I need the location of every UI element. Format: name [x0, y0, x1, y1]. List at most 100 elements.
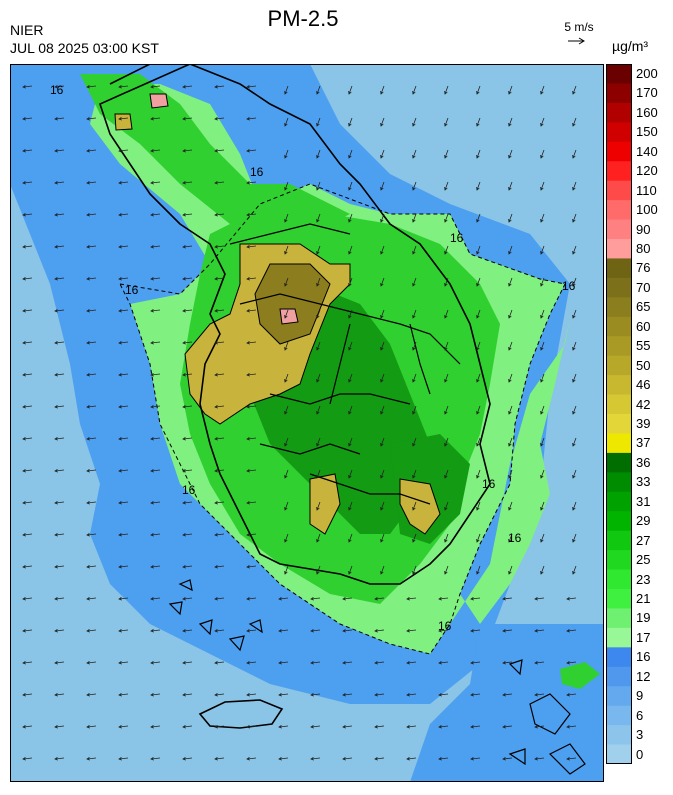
wind-arrow-icon: [316, 149, 321, 159]
wind-arrow-icon: [150, 404, 161, 409]
wind-arrow-icon: [150, 500, 161, 505]
wind-arrow-icon: [502, 628, 513, 633]
wind-arrow-icon: [316, 533, 321, 543]
wind-arrow-icon: [508, 533, 513, 543]
wind-arrow-icon: [150, 596, 161, 601]
colorbar-swatch: [606, 414, 632, 434]
wind-arrow-icon: [374, 756, 385, 761]
colorbar-swatch: [606, 452, 632, 473]
wind-arrow-icon: [86, 180, 97, 185]
wind-arrow-icon: [214, 180, 225, 185]
wind-arrow-icon: [284, 309, 289, 319]
wind-arrow-icon: [348, 501, 353, 511]
wind-arrow-icon: [380, 213, 385, 223]
wind-arrow-icon: [444, 245, 449, 255]
wind-arrow-icon: [284, 245, 289, 255]
wind-arrow-icon: [54, 468, 65, 473]
wind-arrow-icon: [342, 724, 353, 729]
wind-arrow-icon: [284, 213, 289, 223]
wind-arrow-icon: [118, 596, 129, 601]
wind-arrow-icon: [86, 148, 97, 153]
wind-arrow-icon: [412, 501, 417, 511]
wind-arrow-icon: [54, 148, 65, 153]
colorbar-tick-label: 29: [636, 513, 651, 529]
wind-arrow-icon: [284, 533, 289, 543]
wind-arrow-icon: [118, 564, 129, 569]
wind-arrow-icon: [118, 500, 129, 505]
wind-arrow-icon: [150, 372, 161, 377]
colorbar-swatch: [606, 316, 632, 337]
colorbar-swatch: [606, 550, 632, 571]
wind-arrow-icon: [508, 341, 513, 351]
wind-arrow-icon: [540, 85, 545, 95]
wind-arrow-icon: [316, 373, 321, 383]
wind-arrow-icon: [22, 532, 33, 537]
wind-arrow-icon: [572, 245, 577, 255]
wind-arrow-icon: [572, 341, 577, 351]
wind-arrow-icon: [54, 532, 65, 537]
wind-arrow-icon: [214, 212, 225, 217]
colorbar-tick-label: 25: [636, 552, 651, 568]
wind-arrow-icon: [284, 341, 289, 351]
wind-arrow-icon: [150, 276, 161, 281]
wind-arrow-icon: [444, 277, 449, 287]
wind-arrow-icon: [214, 148, 225, 153]
wind-arrow-icon: [470, 660, 481, 665]
southeast-sea-band: [410, 624, 604, 782]
wind-arrow-icon: [412, 117, 417, 127]
wind-arrow-icon: [22, 660, 33, 665]
organization-label: NIER: [10, 22, 44, 38]
wind-arrow-icon: [54, 84, 65, 89]
wind-arrow-icon: [476, 533, 481, 543]
wind-arrow-icon: [22, 596, 33, 601]
wind-arrow-icon: [342, 596, 353, 601]
wind-arrow-icon: [118, 628, 129, 633]
wind-arrow-icon: [316, 405, 321, 415]
wind-arrow-icon: [246, 116, 257, 121]
wind-arrow-icon: [54, 372, 65, 377]
wind-arrow-icon: [342, 628, 353, 633]
wind-arrow-icon: [86, 756, 97, 761]
wind-arrow-icon: [572, 437, 577, 447]
wind-arrow-icon: [150, 468, 161, 473]
wind-arrow-icon: [444, 149, 449, 159]
wind-arrow-icon: [22, 692, 33, 697]
wind-arrow-icon: [310, 660, 321, 665]
west-coastal-band: [10, 64, 240, 294]
wind-arrow-icon: [380, 117, 385, 127]
wind-arrow-icon: [566, 692, 577, 697]
wind-arrow-icon: [182, 276, 193, 281]
wind-arrow-icon: [412, 437, 417, 447]
wind-arrow-icon: [380, 149, 385, 159]
wind-arrow-icon: [86, 468, 97, 473]
wind-arrow-icon: [438, 596, 449, 601]
wind-arrow-icon: [348, 341, 353, 351]
wind-arrow-icon: [572, 565, 577, 575]
wind-arrow-icon: [316, 85, 321, 95]
wind-arrow-icon: [316, 469, 321, 479]
wind-arrow-icon: [444, 565, 449, 575]
unit-label: µg/m³: [612, 38, 649, 54]
wind-arrow-icon: [182, 564, 193, 569]
contour-label: 16: [508, 531, 522, 545]
wind-arrow-icon: [150, 308, 161, 313]
wind-arrow-icon: [22, 372, 33, 377]
wind-arrow-icon: [508, 181, 513, 191]
wind-arrow-icon: [476, 565, 481, 575]
wind-arrow-icon: [54, 308, 65, 313]
colorbar-swatch: [606, 686, 632, 707]
wind-arrow-icon: [476, 405, 481, 415]
wind-arrow-icon: [476, 181, 481, 191]
wind-arrow-icon: [214, 692, 225, 697]
wind-scale-arrow-icon: [568, 37, 585, 45]
wind-arrow-icon: [150, 340, 161, 345]
pm-high-zone-core: [254, 263, 331, 345]
wind-arrow-icon: [246, 532, 257, 537]
wind-arrow-icon: [566, 756, 577, 761]
colorbar-tick-label: 46: [636, 377, 651, 393]
wind-arrow-icon: [246, 564, 257, 569]
wind-arrow-icon: [540, 373, 545, 383]
wind-arrow-icon: [54, 596, 65, 601]
colorbar-swatch: [606, 200, 632, 221]
wind-arrow-icon: [22, 564, 33, 569]
